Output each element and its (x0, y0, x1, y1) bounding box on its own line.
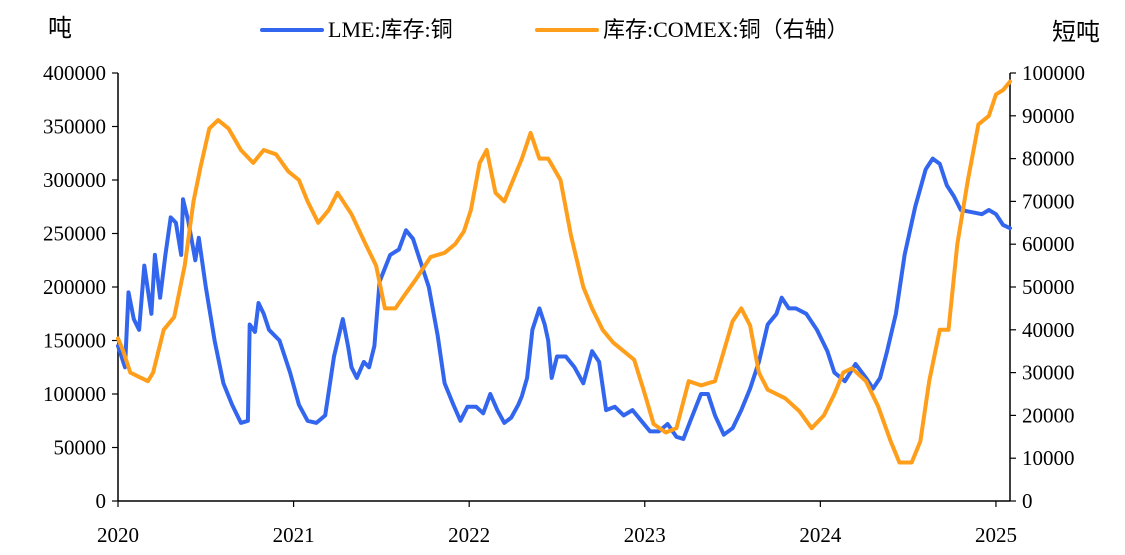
right-tick-label: 10000 (1022, 446, 1075, 470)
x-tick-label: 2021 (273, 523, 315, 547)
right-tick-label: 90000 (1022, 104, 1075, 128)
left-tick-label: 100000 (43, 382, 106, 406)
left-tick-label: 250000 (43, 222, 106, 246)
right-tick-label: 100000 (1022, 61, 1085, 85)
series-layer (116, 79, 1012, 465)
left-tick-label: 150000 (43, 329, 106, 353)
right-axis-unit: 短吨 (1052, 18, 1100, 46)
axes-group: 0500001000001500002000002500003000003500… (43, 61, 1085, 547)
right-tick-label: 30000 (1022, 361, 1075, 385)
left-tick-label: 300000 (43, 168, 106, 192)
legend-label-comex: 库存:COMEX:铜（右轴） (603, 17, 849, 42)
series-line-comex (116, 79, 1012, 465)
right-tick-label: 60000 (1022, 232, 1075, 256)
right-tick-label: 50000 (1022, 275, 1075, 299)
left-tick-label: 0 (96, 489, 107, 513)
x-tick-label: 2022 (448, 523, 490, 547)
x-tick-label: 2024 (799, 523, 842, 547)
left-axis-unit: 吨 (48, 14, 72, 42)
left-tick-label: 200000 (43, 275, 106, 299)
x-tick-label: 2023 (624, 523, 666, 547)
right-tick-label: 20000 (1022, 403, 1075, 427)
x-tick-label: 2025 (975, 523, 1017, 547)
left-tick-label: 400000 (43, 61, 106, 85)
legend: LME:库存:铜 库存:COMEX:铜（右轴） (260, 17, 849, 42)
legend-label-lme: LME:库存:铜 (328, 17, 453, 42)
right-tick-label: 70000 (1022, 189, 1075, 213)
x-tick-label: 2020 (97, 523, 139, 547)
right-tick-label: 40000 (1022, 318, 1075, 342)
right-tick-label: 80000 (1022, 147, 1075, 171)
left-tick-label: 350000 (43, 115, 106, 139)
left-tick-label: 50000 (54, 436, 107, 460)
right-tick-label: 0 (1022, 489, 1033, 513)
